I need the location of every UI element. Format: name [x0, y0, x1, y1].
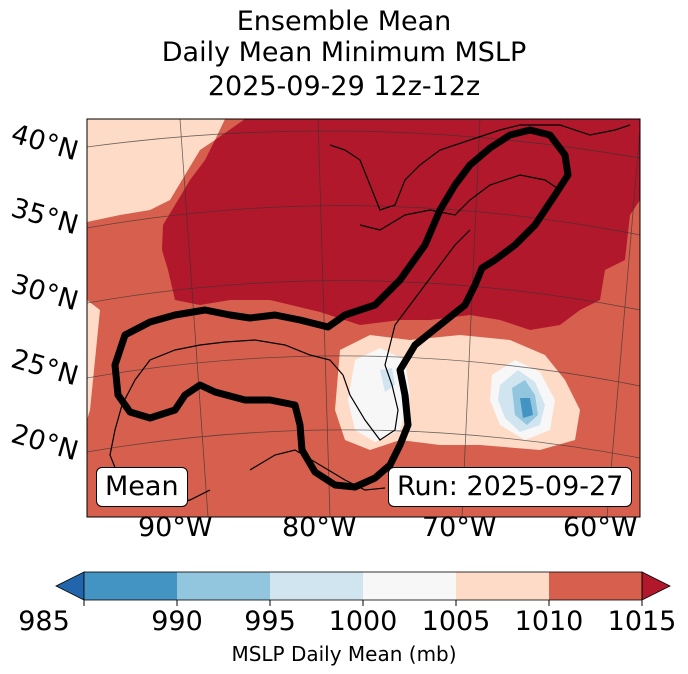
colorbar-label: MSLP Daily Mean (mb): [231, 642, 457, 666]
contour-outline: [111, 126, 572, 491]
field-over-1015: [162, 119, 640, 330]
lon-label-70: 70°W: [422, 512, 497, 543]
mean-label-box: Mean: [96, 467, 188, 507]
lon-label-60: 60°W: [563, 512, 638, 543]
colorbar-seg-990-995: [177, 572, 270, 600]
colorbar-seg-1005-1010: [456, 572, 549, 600]
colorbar-seg-995-1000: [270, 572, 363, 600]
colorbar-tick-1015: 1015: [607, 606, 677, 637]
field-1005-west: [87, 300, 100, 420]
colorbar-tick-1010: 1010: [514, 606, 584, 637]
field-995-west: [380, 368, 395, 392]
lon-label-90: 90°W: [138, 512, 213, 543]
colorbar-tick-1000: 1000: [328, 606, 398, 637]
lon-label-80: 80°W: [282, 512, 357, 543]
field-1005-northwest: [87, 119, 225, 222]
colorbar-tick-995: 995: [244, 606, 296, 637]
title-line-1: Ensemble Mean: [236, 6, 452, 37]
run-label-box: Run: 2025-09-27: [388, 467, 633, 507]
title-line-2: Daily Mean Minimum MSLP: [161, 37, 527, 68]
colorbar-seg-1010-1015: [549, 572, 642, 600]
field-985-low: [520, 398, 533, 418]
colorbar-seg-1000-1005: [363, 572, 456, 600]
colorbar-under-arrow: [55, 571, 85, 601]
map-frame: [86, 118, 641, 518]
colorbar-tick-1005: 1005: [421, 606, 491, 637]
colorbar-over-arrow: [641, 571, 671, 601]
title-line-3: 2025-09-29 12z-12z: [207, 71, 481, 102]
colorbar-tick-990: 990: [151, 606, 203, 637]
colorbar-tick-985: 985: [18, 606, 70, 637]
colorbar-seg-985-990: [84, 572, 177, 600]
